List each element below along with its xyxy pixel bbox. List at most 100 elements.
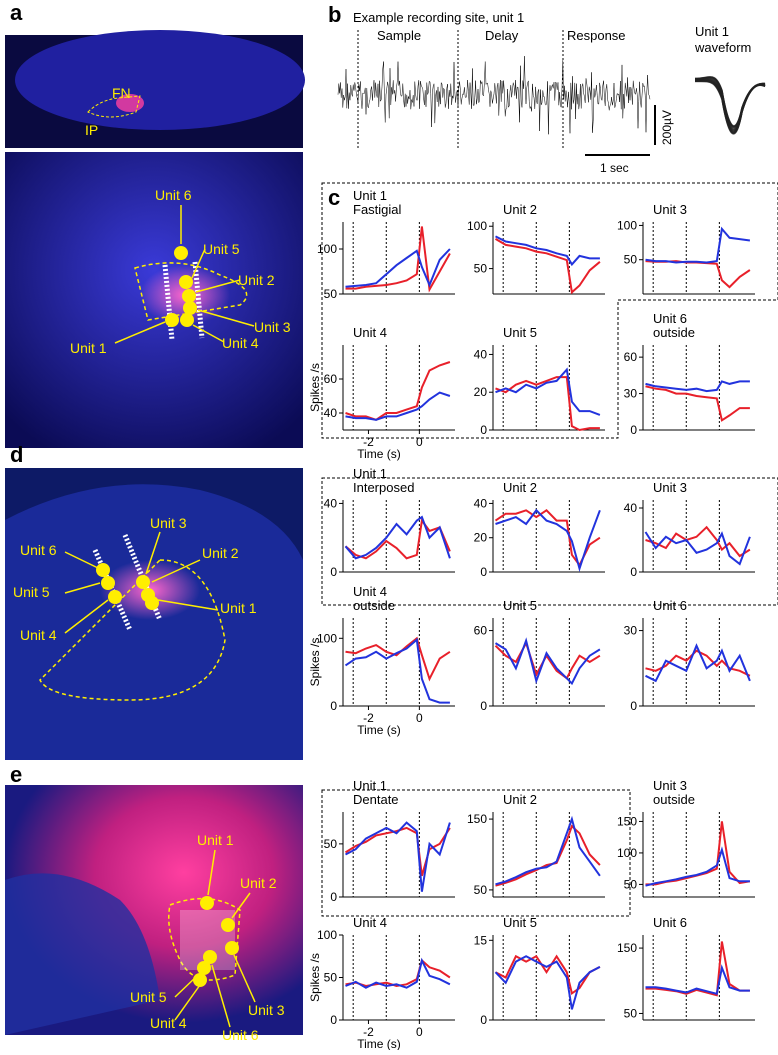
image-label: Unit 4 bbox=[222, 335, 259, 351]
image-label: Unit 3 bbox=[248, 1002, 285, 1018]
y-tick-label: 0 bbox=[330, 890, 337, 904]
chart-title: Unit 1 bbox=[353, 188, 387, 203]
arrow bbox=[145, 531, 161, 575]
image-label: Unit 2 bbox=[238, 272, 275, 288]
image-label: Unit 1 bbox=[197, 832, 234, 848]
y-tick-label: 0 bbox=[480, 565, 487, 579]
epoch-label: Response bbox=[567, 28, 626, 43]
image-label: Unit 5 bbox=[130, 989, 167, 1005]
chart-title: Unit 6 bbox=[653, 311, 687, 326]
y-axis-label: Spikes /s bbox=[308, 638, 322, 687]
y-tick-label: 0 bbox=[630, 565, 637, 579]
chart-title: Unit 3 bbox=[653, 778, 687, 793]
y-tick-label: 100 bbox=[617, 218, 637, 232]
waveform bbox=[694, 76, 766, 128]
x-axis-label: Time (s) bbox=[357, 1037, 401, 1050]
y-tick-label: 0 bbox=[330, 699, 337, 713]
arrow bbox=[192, 324, 225, 343]
panel-letter: a bbox=[10, 0, 23, 25]
arrow bbox=[64, 599, 109, 634]
arrow bbox=[64, 582, 101, 594]
y-tick-label: 50 bbox=[474, 262, 488, 276]
chart: Unit 6 0 30 bbox=[624, 598, 755, 713]
epoch-label: Sample bbox=[377, 28, 421, 43]
line-series bbox=[345, 957, 451, 989]
image-label: Unit 1 bbox=[220, 600, 257, 616]
y-tick-label: 50 bbox=[624, 1006, 638, 1020]
line-series bbox=[345, 226, 451, 293]
y-tick-label: 0 bbox=[330, 565, 337, 579]
y-tick-label: 0 bbox=[480, 699, 487, 713]
x-axis-label: Time (s) bbox=[357, 447, 401, 461]
image-label: FN bbox=[112, 85, 131, 101]
chart: Unit 6 50 150 bbox=[617, 915, 755, 1021]
x-tick-label: -2 bbox=[363, 711, 374, 725]
chart: Unit 5 0 20 40 bbox=[474, 325, 605, 437]
line-series bbox=[494, 955, 601, 1010]
y-tick-label: 40 bbox=[624, 501, 638, 515]
raw-trace bbox=[337, 56, 651, 135]
arrow bbox=[233, 954, 256, 1003]
chart: Unit 3 0 40 bbox=[624, 480, 755, 579]
waveform-title: Unit 1 bbox=[695, 24, 729, 39]
arrow bbox=[114, 321, 166, 344]
line-series bbox=[345, 958, 451, 988]
line-series bbox=[345, 248, 451, 288]
y-tick-label: 50 bbox=[624, 877, 638, 891]
line-series bbox=[344, 515, 451, 560]
chart-title: Unit 5 bbox=[503, 915, 537, 930]
chart-subtitle: Dentate bbox=[353, 792, 399, 807]
waveform bbox=[694, 76, 766, 128]
y-tick-label: 100 bbox=[317, 928, 337, 942]
chart-title: Unit 2 bbox=[503, 480, 537, 495]
chart-title: Unit 2 bbox=[503, 202, 537, 217]
line-series bbox=[494, 238, 601, 295]
y-tick-label: 150 bbox=[467, 812, 487, 826]
line-series bbox=[495, 376, 600, 432]
y-tick-label: 0 bbox=[630, 699, 637, 713]
waveform-title: waveform bbox=[694, 40, 751, 55]
y-axis-label: Spikes /s bbox=[308, 363, 322, 412]
y-tick-label: 20 bbox=[474, 531, 488, 545]
x-tick-label: -2 bbox=[363, 1025, 374, 1039]
arrow bbox=[157, 599, 219, 611]
chart: Unit 4 0 50 100 -2 0 Time (s) Spikes /s bbox=[308, 915, 455, 1051]
y-tick-label: 150 bbox=[617, 941, 637, 955]
waveform bbox=[694, 76, 766, 128]
line-series bbox=[344, 826, 451, 877]
image-a-bottom bbox=[5, 152, 303, 448]
image-label: Unit 2 bbox=[240, 875, 277, 891]
y-tick-label: 40 bbox=[324, 496, 338, 510]
x-tick-label: 0 bbox=[416, 711, 423, 725]
waveform bbox=[694, 76, 766, 127]
image-label: Unit 4 bbox=[20, 627, 57, 643]
y-tick-label: 60 bbox=[474, 624, 488, 638]
y-tick-label: 20 bbox=[474, 385, 488, 399]
chart-subtitle: Fastigial bbox=[353, 202, 402, 217]
arrow bbox=[174, 984, 201, 1021]
x-axis-label: Time (s) bbox=[357, 723, 401, 737]
arrow bbox=[197, 309, 255, 327]
y-tick-label: 0 bbox=[630, 423, 637, 437]
image-a-top bbox=[5, 30, 305, 148]
arrow bbox=[231, 892, 251, 919]
scale-time: 1 sec bbox=[600, 161, 629, 175]
chart-title: Unit 3 bbox=[653, 202, 687, 217]
line-series bbox=[645, 846, 750, 887]
chart: Unit 2 50 150 bbox=[467, 792, 605, 898]
chart-title: Unit 5 bbox=[503, 325, 537, 340]
arrow bbox=[195, 279, 241, 293]
line-series bbox=[495, 954, 601, 996]
chart-title: Unit 2 bbox=[503, 792, 537, 807]
chart-title: Unit 4 bbox=[353, 915, 387, 930]
line-series bbox=[645, 941, 750, 997]
chart: Unit 5 0 15 bbox=[474, 915, 605, 1027]
chart: Unit 2 50 100 bbox=[467, 202, 605, 295]
line-series bbox=[344, 518, 451, 560]
y-tick-label: 50 bbox=[324, 971, 338, 985]
chart-title: Unit 6 bbox=[653, 598, 687, 613]
